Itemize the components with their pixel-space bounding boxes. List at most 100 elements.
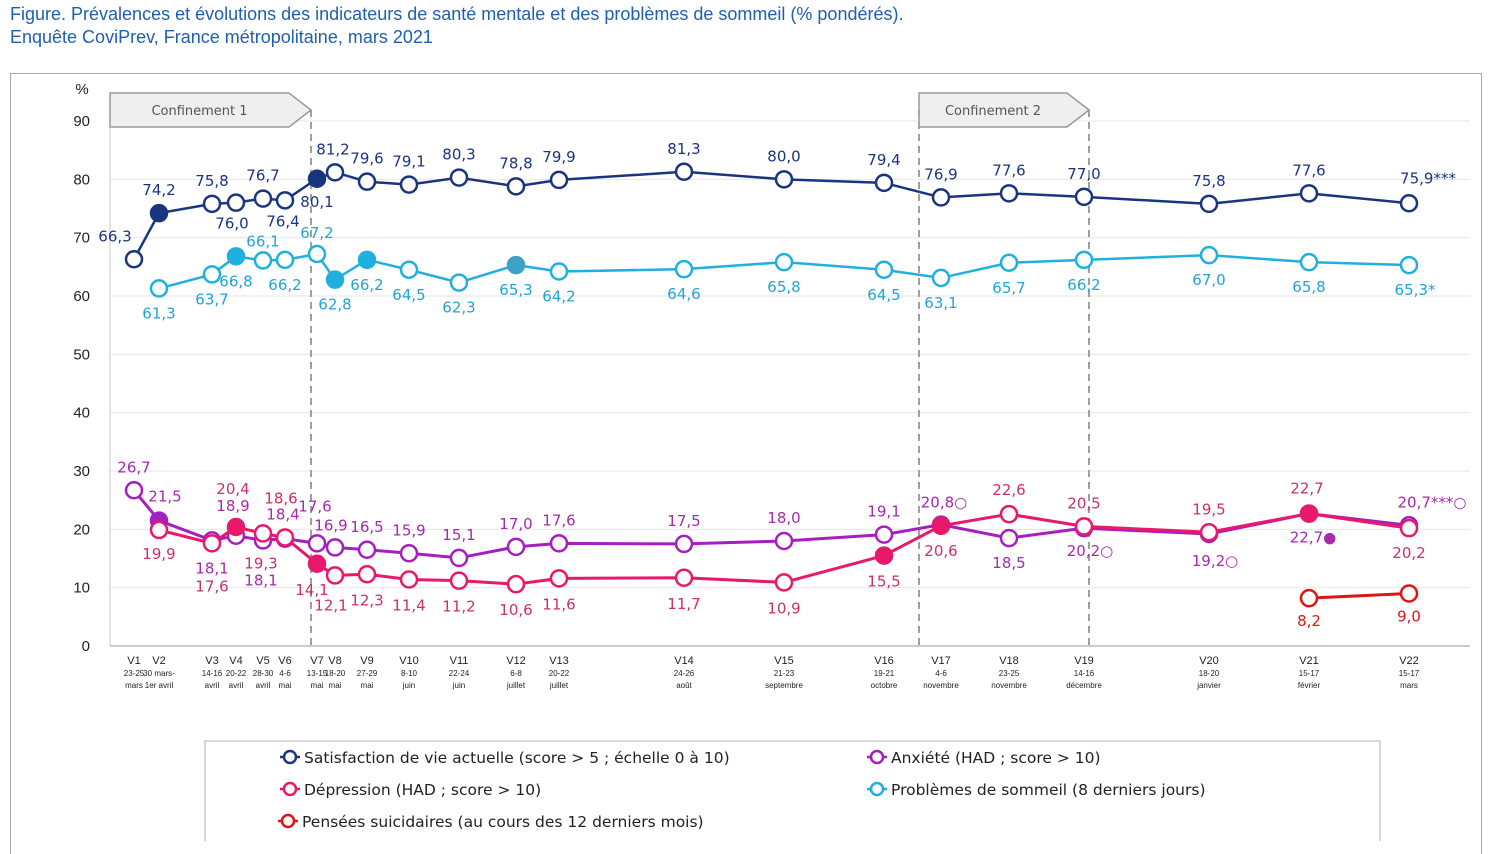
legend-entry: Problèmes de sommeil (8 derniers jours)	[891, 781, 1206, 799]
x-tick-month: décembre	[1066, 681, 1102, 690]
data-label: 19,5	[1192, 500, 1225, 518]
data-label: 74,2	[142, 181, 175, 199]
data-point	[1299, 588, 1319, 608]
data-point	[357, 250, 377, 270]
data-point	[506, 255, 526, 275]
data-label: 66,2	[268, 276, 301, 294]
data-label: 22,7	[1290, 480, 1323, 498]
data-label: 19,2○	[1192, 552, 1239, 570]
data-label: 26,7	[117, 458, 150, 476]
data-point	[275, 191, 295, 210]
data-point	[1074, 517, 1094, 536]
data-label: 65,8	[1292, 278, 1325, 296]
data-label: 66,2	[350, 276, 383, 294]
data-point	[674, 534, 694, 554]
x-tick-month: novembre	[991, 681, 1027, 690]
x-tick-month: juillet	[549, 681, 569, 690]
x-tick-date: 20-22	[226, 669, 247, 678]
x-tick-month: novembre	[923, 681, 959, 690]
x-tick-wave: V20	[1199, 655, 1219, 667]
data-point	[124, 250, 144, 269]
x-tick-month: mai	[311, 681, 324, 690]
data-point	[202, 265, 222, 284]
data-point	[449, 168, 469, 187]
data-point	[874, 525, 894, 544]
data-label: 77,6	[1292, 161, 1325, 179]
x-tick-date: 19-21	[874, 669, 895, 678]
data-label: 17,6	[195, 577, 228, 595]
data-label: 67,0	[1192, 271, 1225, 289]
data-point	[449, 273, 469, 292]
data-point	[999, 504, 1019, 524]
data-label: 18,4	[266, 506, 299, 524]
x-tick-wave: V22	[1399, 655, 1419, 667]
data-label: 65,7	[992, 279, 1025, 297]
x-tick-date: 18-20	[1199, 669, 1220, 678]
x-tick-month: octobre	[871, 681, 898, 690]
data-point	[931, 268, 951, 288]
data-point	[774, 252, 794, 272]
data-label: 79,4	[867, 151, 900, 169]
confinement-label: Confinement 2	[945, 104, 1041, 119]
data-point	[874, 173, 894, 193]
data-label: 18,1	[244, 571, 277, 589]
x-tick-month: mars	[125, 681, 143, 690]
data-label: 80,1	[300, 193, 333, 211]
data-label: 66,3	[98, 227, 131, 245]
x-tick-wave: V13	[549, 655, 569, 667]
x-tick-month: janvier	[1196, 681, 1221, 690]
data-label: 18,0	[767, 509, 800, 527]
x-tick-wave: V2	[152, 655, 165, 667]
data-point	[149, 203, 169, 223]
data-label: 15,1	[442, 526, 475, 544]
data-label: 20,6	[924, 542, 957, 560]
x-tick-month: avril	[256, 681, 271, 690]
x-tick-date: 22-24	[449, 669, 470, 678]
data-label: 81,3	[667, 140, 700, 158]
x-tick-month: juin	[452, 681, 465, 690]
data-label: 21,5	[148, 488, 181, 506]
data-label: 9,0	[1397, 608, 1421, 626]
data-label: 67,2	[300, 224, 333, 242]
x-tick-month: mai	[279, 681, 292, 690]
data-point	[1399, 255, 1419, 275]
x-tick-date: 15-17	[1299, 669, 1320, 678]
data-label: 11,4	[392, 597, 425, 615]
figure-title: Figure. Prévalences et évolutions des in…	[10, 4, 904, 24]
y-tick-label: 60	[73, 288, 90, 305]
data-point	[124, 481, 144, 500]
x-tick-wave: V17	[931, 655, 951, 667]
x-tick-date: 23-25	[124, 669, 145, 678]
data-point	[1074, 187, 1094, 207]
data-label: 77,6	[992, 161, 1025, 179]
data-label: 17,5	[667, 512, 700, 530]
x-tick-wave: V19	[1074, 655, 1094, 667]
data-label: 75,9***	[1400, 169, 1456, 187]
x-tick-date: 30 mars-	[143, 669, 175, 678]
data-point	[449, 571, 469, 590]
y-axis-label: %	[75, 81, 88, 98]
data-point	[549, 534, 569, 553]
data-point	[449, 548, 469, 568]
data-point	[931, 516, 951, 536]
data-point	[999, 253, 1019, 272]
data-label: 79,6	[350, 150, 383, 168]
data-label: 62,3	[442, 299, 475, 317]
data-label: 8,2	[1297, 612, 1321, 630]
data-label: 81,2	[316, 140, 349, 158]
x-tick-date: 21-23	[774, 669, 795, 678]
legend-marker-icon	[869, 781, 885, 797]
data-point	[399, 175, 419, 194]
data-point	[226, 517, 246, 537]
x-tick-wave: V14	[674, 655, 694, 667]
data-label: 76,9	[924, 165, 957, 183]
data-point	[1199, 194, 1219, 214]
x-tick-wave: V9	[360, 655, 373, 667]
x-tick-date: 4-6	[935, 669, 947, 678]
data-label: 64,5	[867, 286, 900, 304]
x-tick-wave: V18	[999, 655, 1019, 667]
x-tick-wave: V10	[399, 655, 419, 667]
x-tick-month: mai	[361, 681, 374, 690]
y-tick-label: 90	[73, 113, 90, 130]
